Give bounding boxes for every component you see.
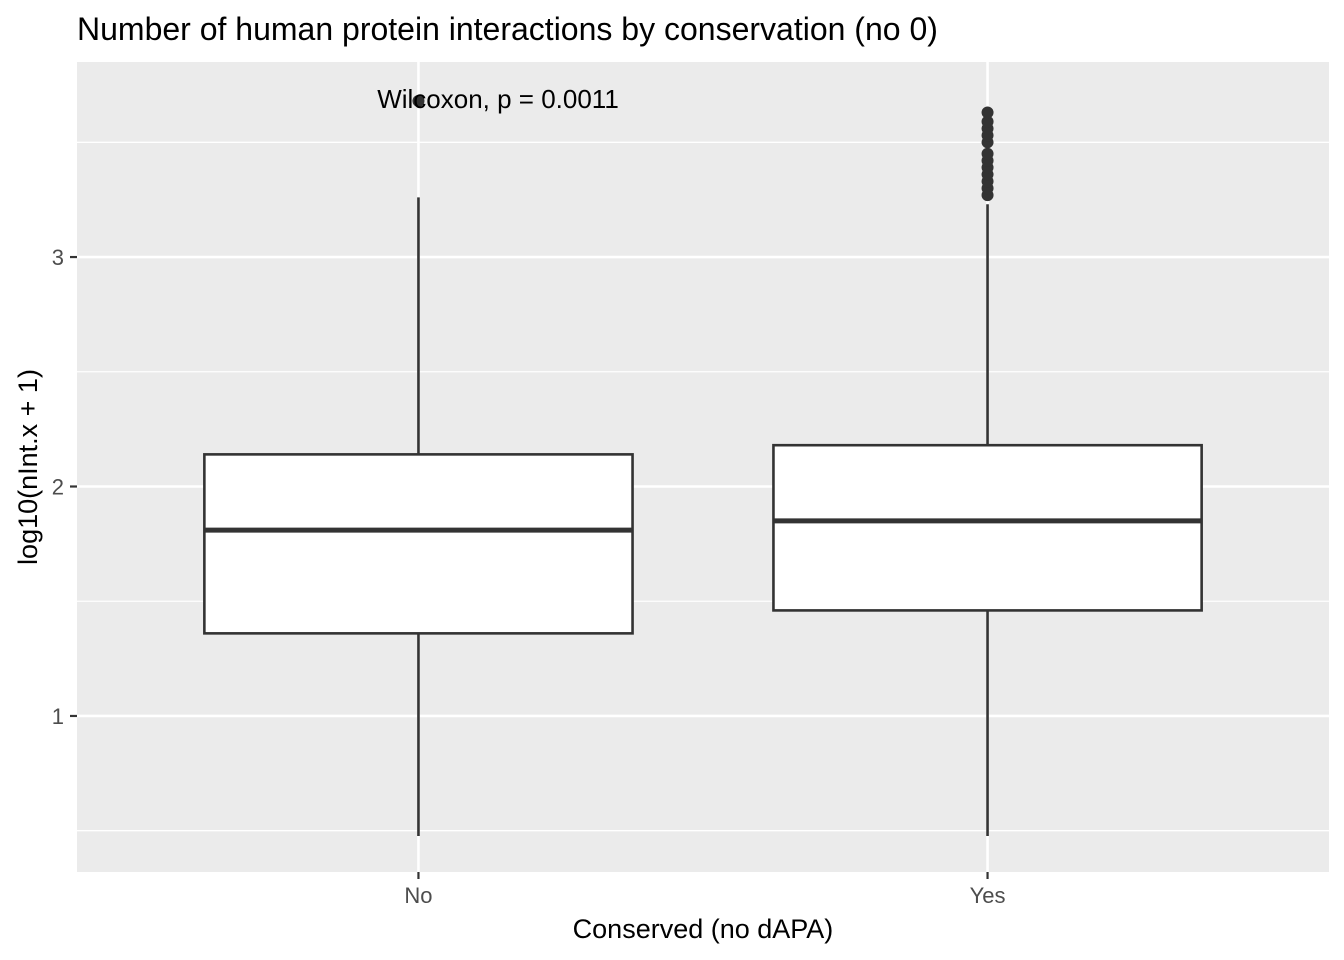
outlier-point bbox=[981, 147, 994, 160]
x-axis-label: Conserved (no dAPA) bbox=[573, 914, 834, 944]
box-yes bbox=[772, 106, 1203, 836]
y-tick-label: 2 bbox=[52, 475, 64, 500]
box-no bbox=[203, 95, 634, 836]
outlier-point bbox=[981, 106, 994, 119]
chart-title: Number of human protein interactions by … bbox=[77, 11, 938, 47]
box-iqr bbox=[772, 443, 1203, 612]
wilcoxon-annotation: Wilcoxon, p = 0.0011 bbox=[377, 84, 619, 114]
outlier-point bbox=[981, 115, 994, 128]
boxplot-boxes bbox=[203, 95, 1203, 836]
y-axis: 1 2 3 bbox=[52, 245, 77, 729]
x-tick-label: Yes bbox=[970, 883, 1006, 908]
x-tick-label: No bbox=[404, 883, 432, 908]
x-axis: No Yes bbox=[404, 872, 1005, 908]
box-iqr bbox=[203, 453, 634, 635]
y-tick-label: 1 bbox=[52, 704, 64, 729]
y-axis-label: log10(nInt.x + 1) bbox=[13, 369, 43, 565]
y-tick-label: 3 bbox=[52, 245, 64, 270]
outlier-point bbox=[412, 95, 425, 108]
